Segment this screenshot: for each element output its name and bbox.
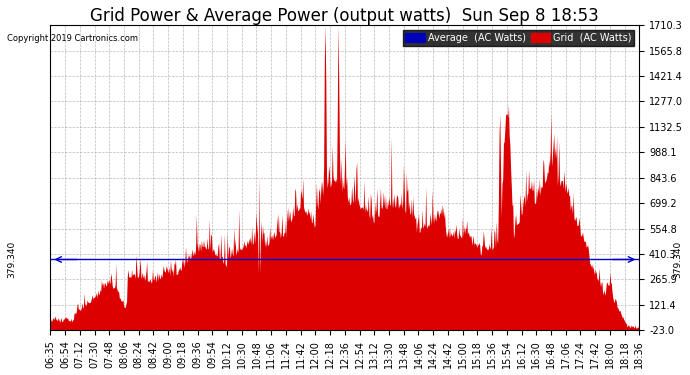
Text: Copyright 2019 Cartronics.com: Copyright 2019 Cartronics.com [7,34,138,43]
Legend: Average  (AC Watts), Grid  (AC Watts): Average (AC Watts), Grid (AC Watts) [402,30,635,46]
Text: 379.340: 379.340 [673,241,682,278]
Title: Grid Power & Average Power (output watts)  Sun Sep 8 18:53: Grid Power & Average Power (output watts… [90,7,599,25]
Text: 379.340: 379.340 [7,241,16,278]
